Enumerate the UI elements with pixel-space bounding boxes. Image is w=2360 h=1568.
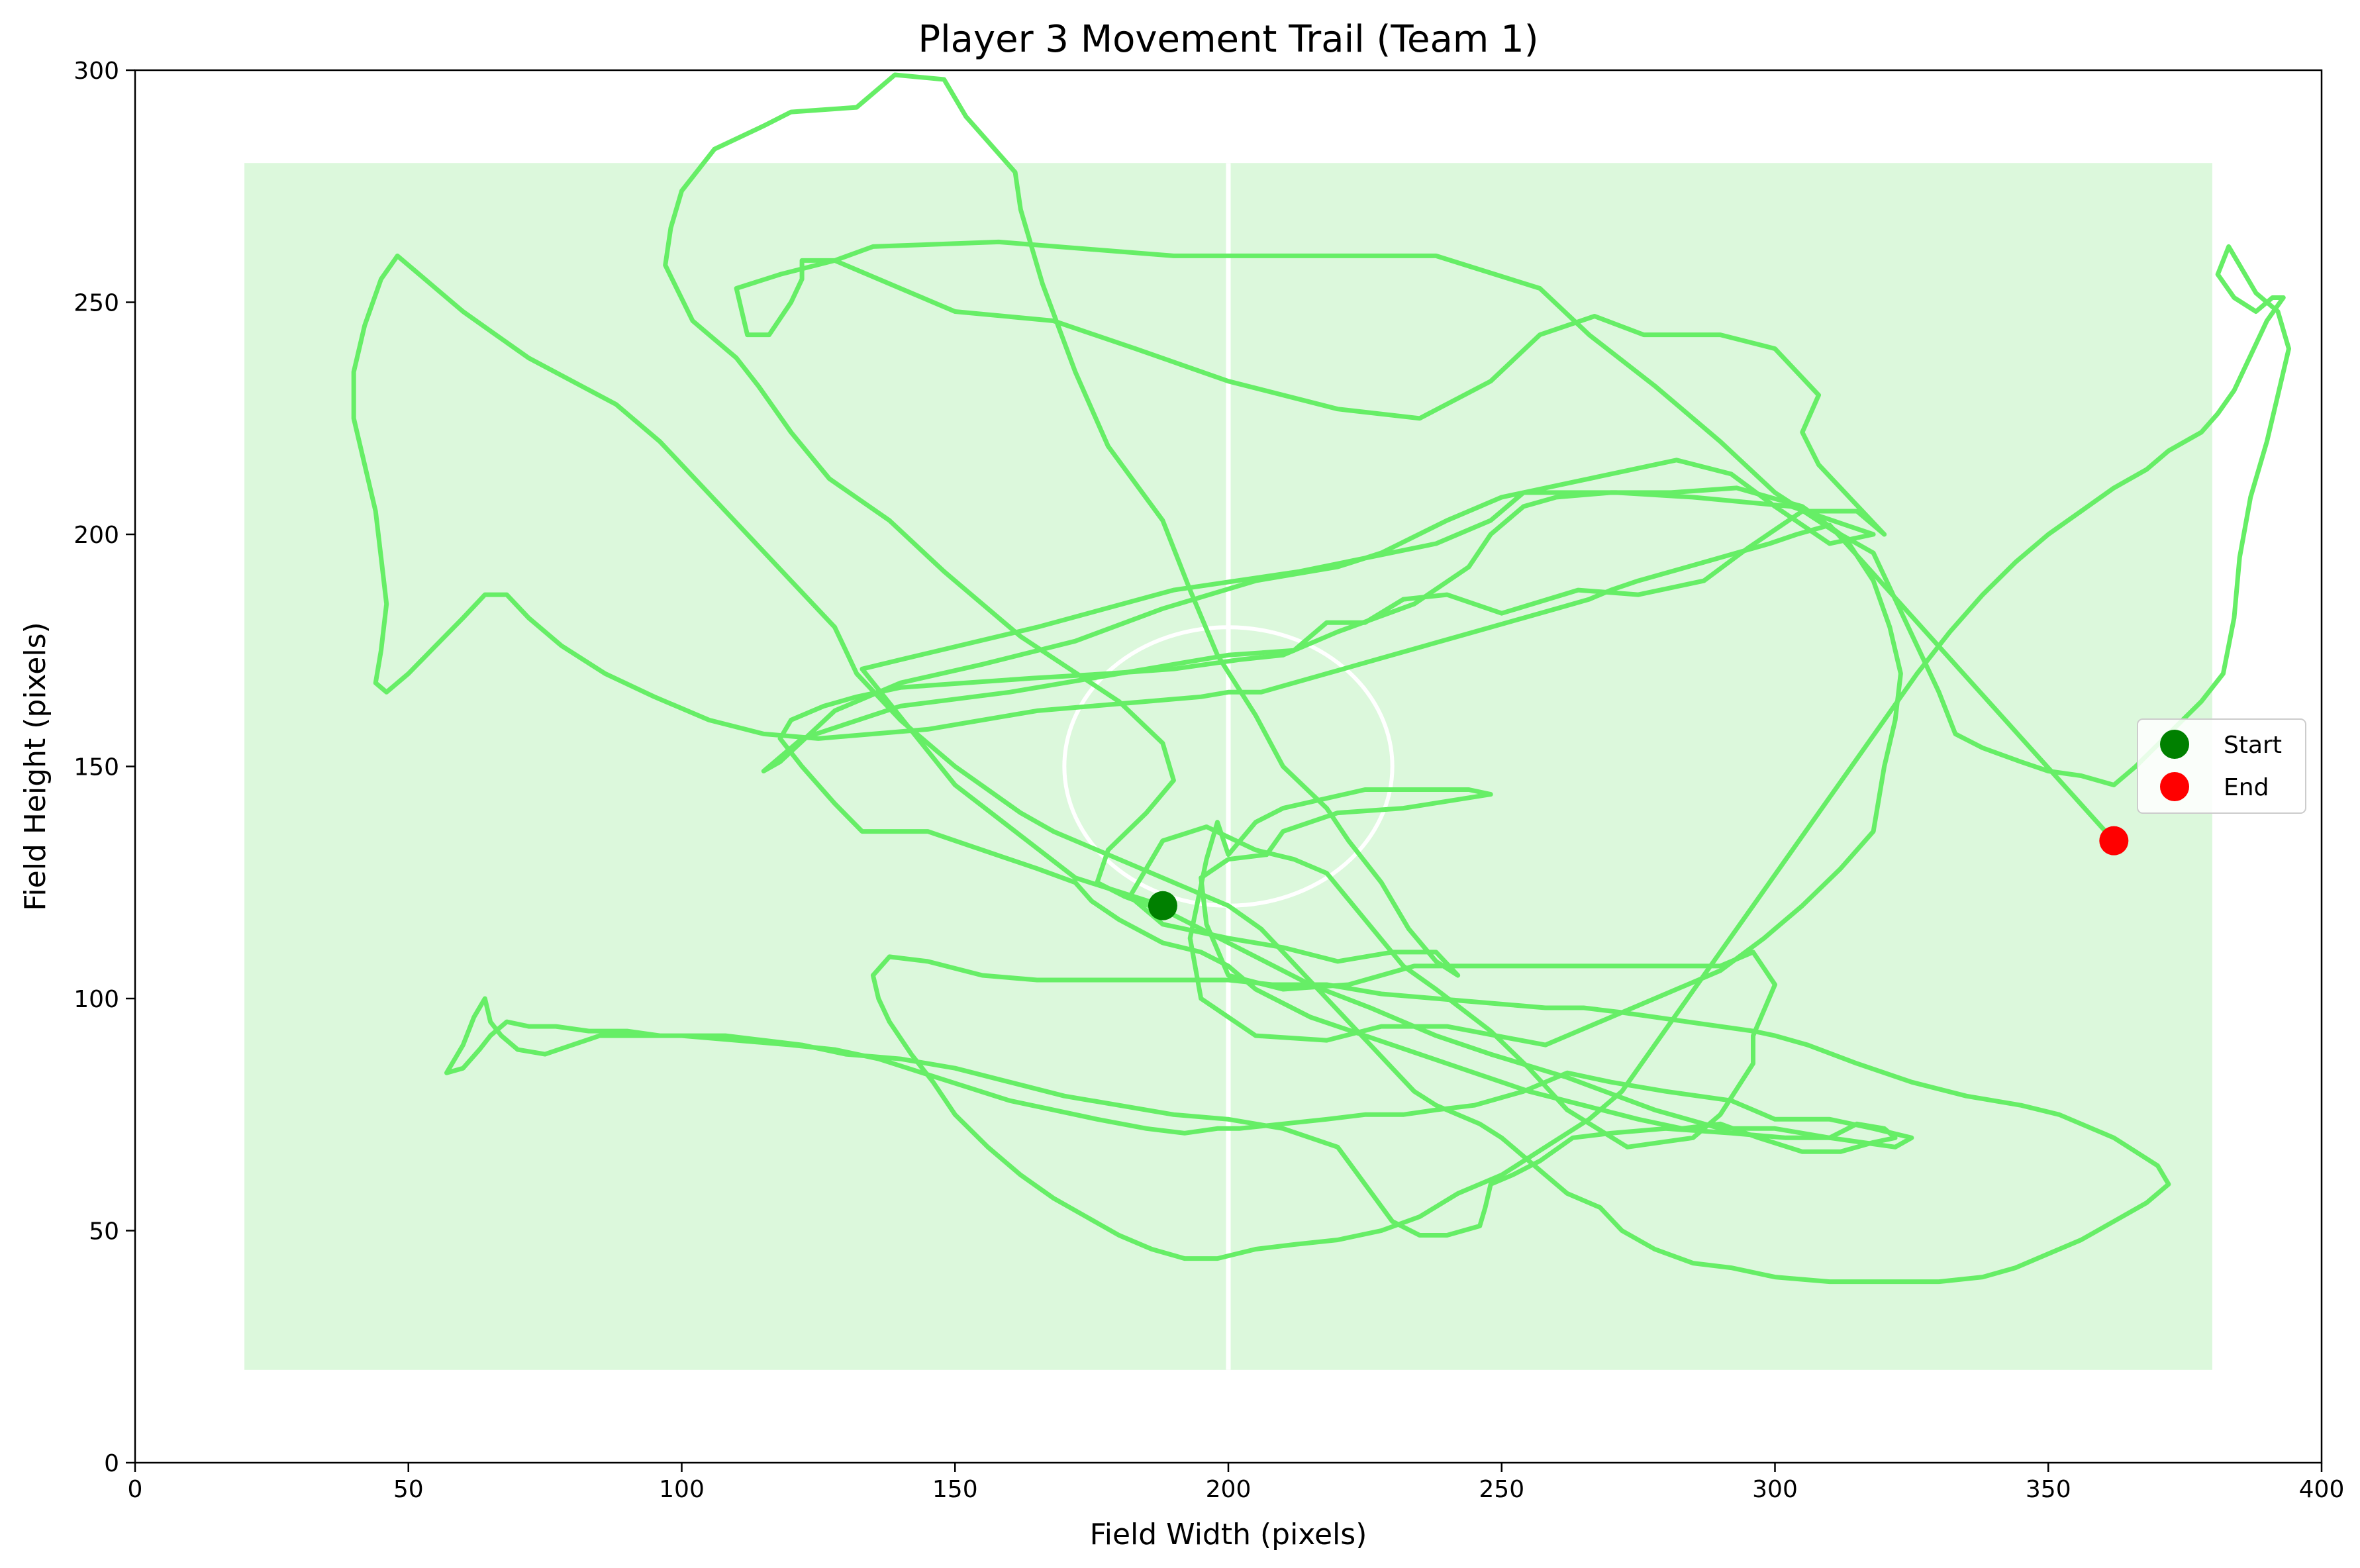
- plot-area: 0 50 100 150 200 250 300 350 400 0 50 100 150 200 250 3…: [74, 58, 2344, 1503]
- y-axis-label: Field Height (pixels): [19, 622, 52, 910]
- x-tick-label: 0: [128, 1476, 143, 1503]
- legend-start-swatch: [2160, 730, 2189, 759]
- y-tick-label: 250: [74, 290, 119, 317]
- legend-end-label: End: [2224, 774, 2269, 801]
- trail-segment-1: [761, 458, 1887, 908]
- start-marker: [1148, 891, 1177, 920]
- x-tick-label: 200: [1206, 1476, 1252, 1503]
- trail-segment-2: [734, 239, 1903, 1048]
- legend-start-label: Start: [2224, 732, 2282, 759]
- y-tick-label: 150: [74, 754, 119, 781]
- legend-end-swatch: [2160, 772, 2189, 801]
- y-tick-label: 300: [74, 58, 119, 85]
- x-tick-label: 100: [659, 1476, 705, 1503]
- y-tick-label: 0: [104, 1450, 119, 1477]
- y-tick-label: 50: [89, 1218, 119, 1246]
- trail-segment-5: [777, 652, 1898, 1238]
- trail-segment-8: [832, 624, 2171, 1285]
- trail-segment-3: [663, 72, 1777, 1150]
- trail-segment-7: [870, 295, 2286, 1261]
- trail-segment-4: [444, 894, 1914, 1150]
- y-tick-label: 200: [74, 522, 119, 549]
- y-tick-label: 100: [74, 986, 119, 1013]
- legend: Start End: [2137, 718, 2306, 814]
- x-tick-label: 300: [1752, 1476, 1798, 1503]
- x-tick-label: 250: [1479, 1476, 1524, 1503]
- x-tick-label: 50: [393, 1476, 424, 1503]
- trail-segment-9: [351, 253, 2116, 844]
- x-tick-label: 350: [2026, 1476, 2071, 1503]
- x-tick-label: 400: [2299, 1476, 2345, 1503]
- trail-segment-6: [1281, 244, 2291, 787]
- end-marker: [2099, 826, 2129, 856]
- x-axis-label: Field Width (pixels): [1090, 1518, 1367, 1551]
- chart-title: Player 3 Movement Trail (Team 1): [918, 18, 1538, 61]
- x-tick-label: 150: [932, 1476, 978, 1503]
